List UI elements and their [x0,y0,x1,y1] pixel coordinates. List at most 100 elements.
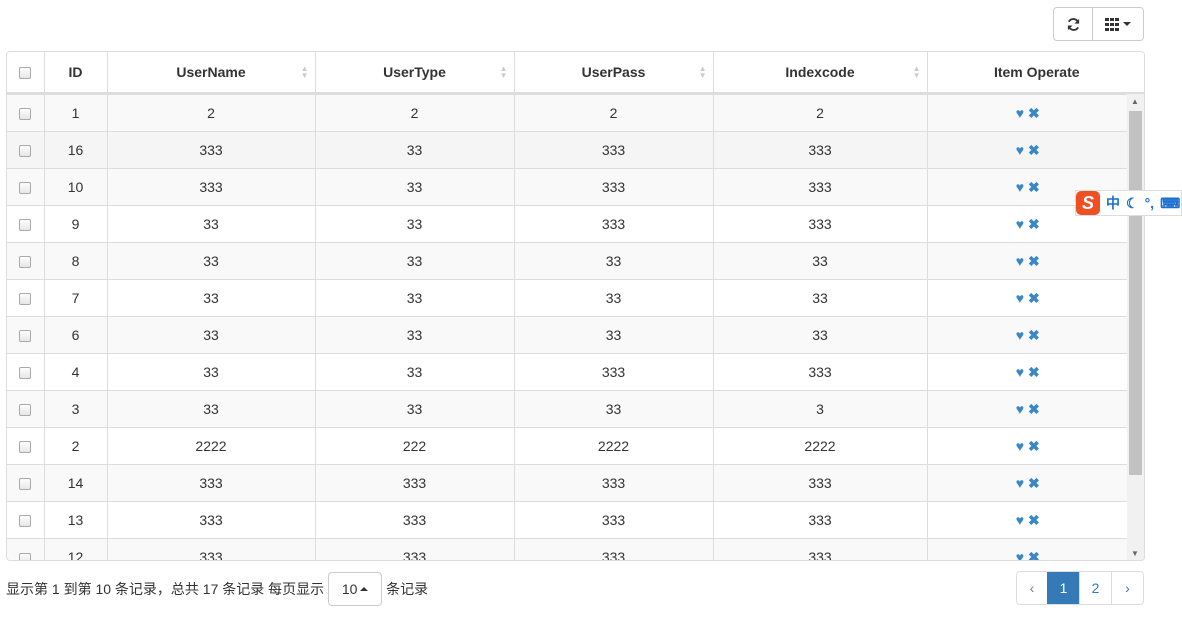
punctuation-icon[interactable]: °, [1144,195,1155,211]
row-select [7,94,44,132]
page-size-dropdown[interactable]: 10 [328,572,383,606]
remove-icon[interactable]: ✖ [1028,178,1040,195]
cell-userpass: 33 [513,279,713,317]
row-select [7,205,44,243]
row-checkbox[interactable] [19,108,32,121]
scrollbar-thumb[interactable] [1129,111,1142,475]
remove-icon[interactable]: ✖ [1028,326,1040,343]
scroll-down-arrow-icon[interactable]: ▼ [1131,549,1139,558]
row-checkbox[interactable] [19,404,32,417]
table-row[interactable]: 3 33 33 33 3 ♥ ✖ [7,390,1128,428]
table-row[interactable]: 13 333 333 333 333 ♥ ✖ [7,501,1128,539]
remove-icon[interactable]: ✖ [1028,141,1040,158]
row-checkbox[interactable] [19,552,32,560]
remove-icon[interactable]: ✖ [1028,289,1040,306]
table-row[interactable]: 1 2 2 2 2 ♥ ✖ [7,94,1128,132]
row-checkbox[interactable] [19,515,32,528]
table-row[interactable]: 16 333 33 333 333 ♥ ✖ [7,131,1128,169]
header-usertype[interactable]: UserType ▲ ▼ [314,52,514,94]
columns-button[interactable] [1093,8,1143,40]
like-icon[interactable]: ♥ [1015,437,1025,454]
header-indexcode[interactable]: Indexcode ▲ ▼ [712,52,927,94]
row-checkbox[interactable] [19,293,32,306]
cell-usertype: 33 [314,242,514,280]
table-row[interactable]: 9 33 33 333 333 ♥ ✖ [7,205,1128,243]
row-select [7,242,44,280]
select-all-header [7,52,44,94]
remove-icon[interactable]: ✖ [1028,548,1040,561]
row-checkbox[interactable] [19,441,32,454]
table-row[interactable]: 10 333 33 333 333 ♥ ✖ [7,168,1128,206]
keyboard-icon[interactable]: ⌨ [1160,194,1181,211]
table-row[interactable]: 12 333 333 333 333 ♥ ✖ [7,538,1128,561]
header-id: ID [43,52,107,94]
like-icon[interactable]: ♥ [1015,215,1025,232]
prev-page-button[interactable]: ‹ [1029,580,1035,596]
row-checkbox[interactable] [19,182,32,195]
moon-icon[interactable]: ☾ [1126,194,1139,211]
table-row[interactable]: 14 333 333 333 333 ♥ ✖ [7,464,1128,502]
cell-userpass: 333 [513,168,713,206]
ime-mode[interactable]: 中 [1106,195,1120,211]
like-icon[interactable]: ♥ [1015,104,1025,121]
header-label: Indexcode [785,64,855,80]
remove-icon[interactable]: ✖ [1028,104,1040,121]
like-icon[interactable]: ♥ [1015,326,1025,343]
cell-indexcode: 3 [712,390,927,428]
header-username[interactable]: UserName ▲ ▼ [106,52,315,94]
cell-id: 16 [43,131,107,169]
sort-icon: ▲ ▼ [499,64,508,80]
next-page-button[interactable]: › [1111,572,1143,604]
like-icon[interactable]: ♥ [1015,252,1025,269]
row-checkbox[interactable] [19,256,32,269]
header-userpass[interactable]: UserPass ▲ ▼ [513,52,713,94]
select-all-checkbox[interactable] [19,67,32,80]
table-row[interactable]: 6 33 33 33 33 ♥ ✖ [7,316,1128,354]
cell-usertype: 33 [314,205,514,243]
table-row[interactable]: 7 33 33 33 33 ♥ ✖ [7,279,1128,317]
cell-indexcode: 333 [712,538,927,560]
row-select [7,168,44,206]
cell-userpass: 333 [513,501,713,539]
like-icon[interactable]: ♥ [1015,289,1025,306]
cell-indexcode: 2 [712,94,927,132]
cell-item-operate: ♥ ✖ [926,353,1128,391]
row-checkbox[interactable] [19,330,32,343]
table-row[interactable]: 2 2222 222 2222 2222 ♥ ✖ [7,427,1128,465]
table-row[interactable]: 4 33 33 333 333 ♥ ✖ [7,353,1128,391]
remove-icon[interactable]: ✖ [1028,400,1040,417]
cell-id: 6 [43,316,107,354]
vertical-scrollbar[interactable]: ▲ ▼ [1127,94,1144,560]
cell-id: 3 [43,390,107,428]
like-icon[interactable]: ♥ [1015,400,1025,417]
row-checkbox[interactable] [19,219,32,232]
row-checkbox[interactable] [19,145,32,158]
like-icon[interactable]: ♥ [1015,363,1025,380]
like-icon[interactable]: ♥ [1015,548,1025,561]
page-2-button[interactable]: 2 [1079,572,1111,604]
like-icon[interactable]: ♥ [1015,474,1025,491]
table-row[interactable]: 8 33 33 33 33 ♥ ✖ [7,242,1128,280]
remove-icon[interactable]: ✖ [1028,437,1040,454]
sogou-logo[interactable]: S [1076,191,1100,215]
remove-icon[interactable]: ✖ [1028,252,1040,269]
remove-icon[interactable]: ✖ [1028,474,1040,491]
like-icon[interactable]: ♥ [1015,141,1025,158]
header-label: UserName [176,64,246,80]
like-icon[interactable]: ♥ [1015,178,1025,195]
row-checkbox[interactable] [19,367,32,380]
remove-icon[interactable]: ✖ [1028,511,1040,528]
cell-id: 8 [43,242,107,280]
refresh-button[interactable] [1054,8,1093,40]
row-checkbox[interactable] [19,478,32,491]
cell-item-operate: ♥ ✖ [926,538,1128,561]
like-icon[interactable]: ♥ [1015,511,1025,528]
remove-icon[interactable]: ✖ [1028,215,1040,232]
cell-usertype: 33 [314,390,514,428]
remove-icon[interactable]: ✖ [1028,363,1040,380]
page-1-button[interactable]: 1 [1047,572,1079,604]
cell-username: 333 [106,131,315,169]
cell-item-operate: ♥ ✖ [926,279,1128,317]
cell-username: 333 [106,538,315,560]
scroll-up-arrow-icon[interactable]: ▲ [1131,97,1139,106]
